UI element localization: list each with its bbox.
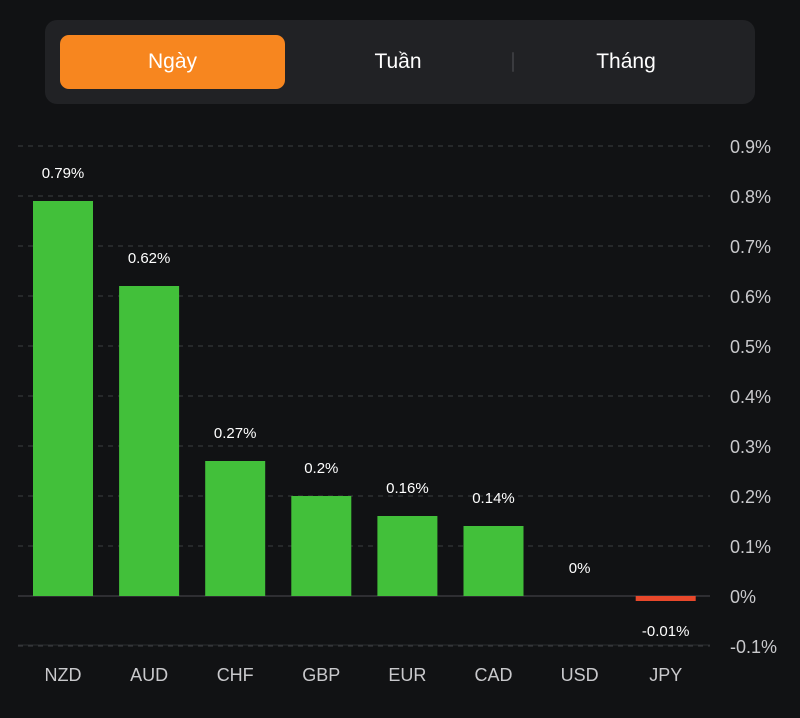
y-tick-label: 0.9%: [730, 137, 771, 157]
x-tick-label: CHF: [217, 665, 254, 685]
x-tick-label: JPY: [649, 665, 682, 685]
x-tick-label: AUD: [130, 665, 168, 685]
y-axis-ticks: 0.9% 0.8% 0.7% 0.6% 0.5% 0.4% 0.3% 0.2% 0.1% 0% -0…: [730, 137, 777, 657]
data-label: 0.16%: [386, 480, 429, 497]
x-tick-label: CAD: [474, 665, 512, 685]
tab-day[interactable]: Ngày: [60, 35, 285, 89]
data-label: 0.14%: [472, 490, 515, 507]
data-labels: 0.79% 0.62% 0.27% 0.2% 0.16% 0.14% 0% -0.01%: [42, 165, 690, 640]
x-axis-ticks: NZD AUD CHF GBP EUR CAD USD JPY: [45, 665, 683, 685]
tab-divider: [512, 52, 514, 72]
bar-aud: [119, 286, 180, 596]
bar-jpy: [635, 596, 696, 601]
y-tick-label: 0.4%: [730, 387, 771, 407]
data-label: 0.79%: [42, 165, 85, 182]
tab-week[interactable]: Tuần: [374, 50, 422, 73]
y-tick-label: 0.8%: [730, 187, 771, 207]
y-tick-label: 0.2%: [730, 487, 771, 507]
y-tick-label: -0.1%: [730, 637, 777, 657]
bar-gbp: [291, 496, 352, 596]
bar-chf: [205, 461, 266, 596]
data-label: 0.62%: [128, 250, 171, 267]
y-tick-label: 0.3%: [730, 437, 771, 457]
bar-eur: [377, 516, 438, 596]
y-tick-label: 0.5%: [730, 337, 771, 357]
y-tick-label: 0%: [730, 587, 756, 607]
x-tick-label: NZD: [45, 665, 82, 685]
x-tick-label: USD: [561, 665, 599, 685]
y-tick-label: 0.1%: [730, 537, 771, 557]
bar-nzd: [33, 201, 93, 596]
data-label: 0.2%: [304, 460, 338, 477]
data-label: 0.27%: [214, 425, 257, 442]
y-tick-label: 0.7%: [730, 237, 771, 257]
period-tab-bar: Ngày Tuần Tháng: [45, 20, 755, 104]
data-label: 0%: [569, 560, 591, 577]
bars: [33, 201, 696, 601]
tab-month[interactable]: Tháng: [596, 50, 656, 73]
y-tick-label: 0.6%: [730, 287, 771, 307]
data-label: -0.01%: [642, 623, 690, 640]
x-tick-label: GBP: [302, 665, 340, 685]
x-tick-label: EUR: [388, 665, 426, 685]
bar-cad: [463, 526, 524, 596]
